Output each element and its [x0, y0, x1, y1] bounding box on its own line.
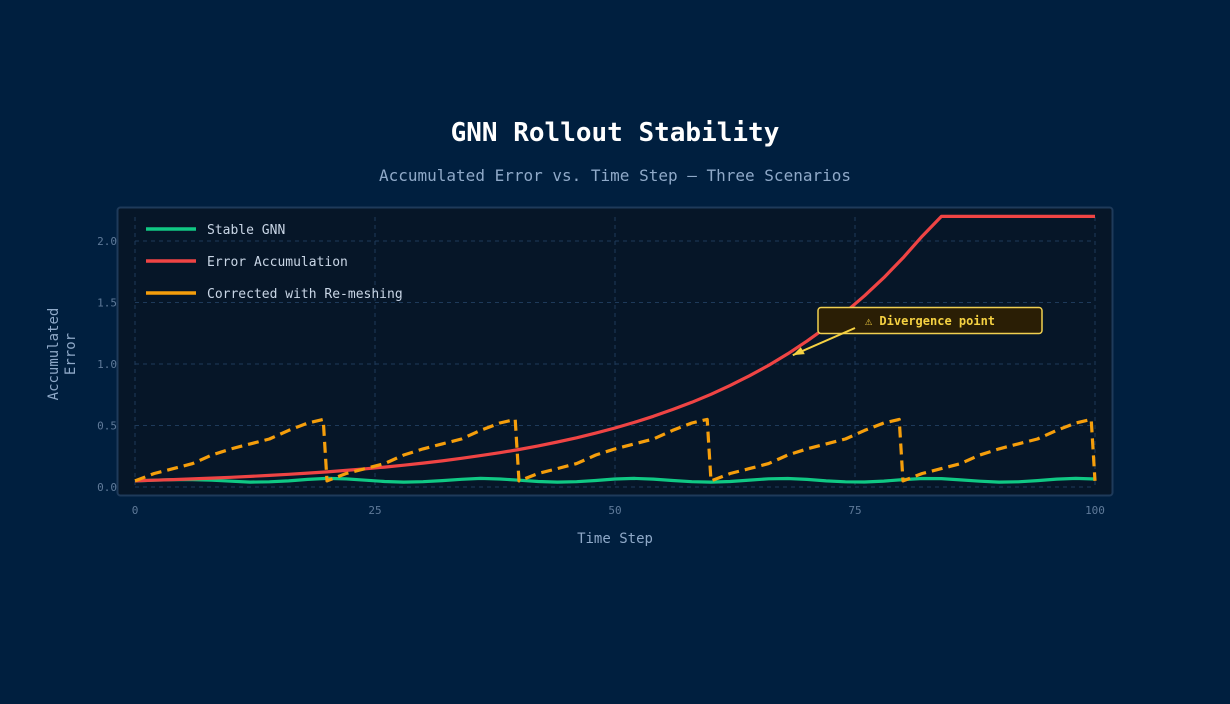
legend-label: Error Accumulation — [207, 255, 348, 270]
x-tick-label: 0 — [132, 504, 139, 517]
annotation-arrow — [792, 327, 856, 357]
x-tick-label: 25 — [368, 504, 381, 517]
legend: Stable GNN Error Accumulation Corrected wi… — [146, 223, 403, 302]
y-tick-label: 0.5 — [97, 420, 117, 433]
ticks: 0 25 50 75 100 0.0 0.5 1.0 1.5 2.0 — [97, 235, 1105, 517]
y-tick-label: 0.0 — [97, 481, 117, 494]
x-tick-label: 50 — [608, 504, 621, 517]
x-tick-label: 100 — [1085, 504, 1105, 517]
x-tick-label: 75 — [848, 504, 861, 517]
annotation-text: ⚠ Divergence point — [865, 314, 995, 328]
x-axis-label: Time Step — [577, 531, 653, 547]
series-line-error-accumulation — [134, 214, 1095, 483]
annotation-box — [817, 306, 1043, 335]
series-line-stable-gnn — [134, 476, 1096, 484]
plot-panel — [116, 206, 1114, 497]
y-axis-label: AccumulatedError — [46, 308, 79, 401]
arrow-head-icon — [792, 347, 805, 356]
chart-title: GNN Rollout Stability — [450, 118, 780, 148]
grid — [134, 217, 1096, 488]
series-line-corrected-with-re-meshing — [134, 417, 1097, 483]
legend-label: Corrected with Re-meshing — [207, 287, 403, 302]
legend-label: Stable GNN — [207, 223, 285, 238]
series-lines — [134, 214, 1097, 484]
y-tick-label: 1.0 — [97, 358, 117, 371]
chart-subtitle: Accumulated Error vs. Time Step — Three … — [378, 166, 851, 185]
annotation: ⚠ Divergence point — [792, 306, 1043, 357]
y-tick-label: 1.5 — [97, 297, 117, 310]
y-tick-label: 2.0 — [97, 235, 117, 248]
